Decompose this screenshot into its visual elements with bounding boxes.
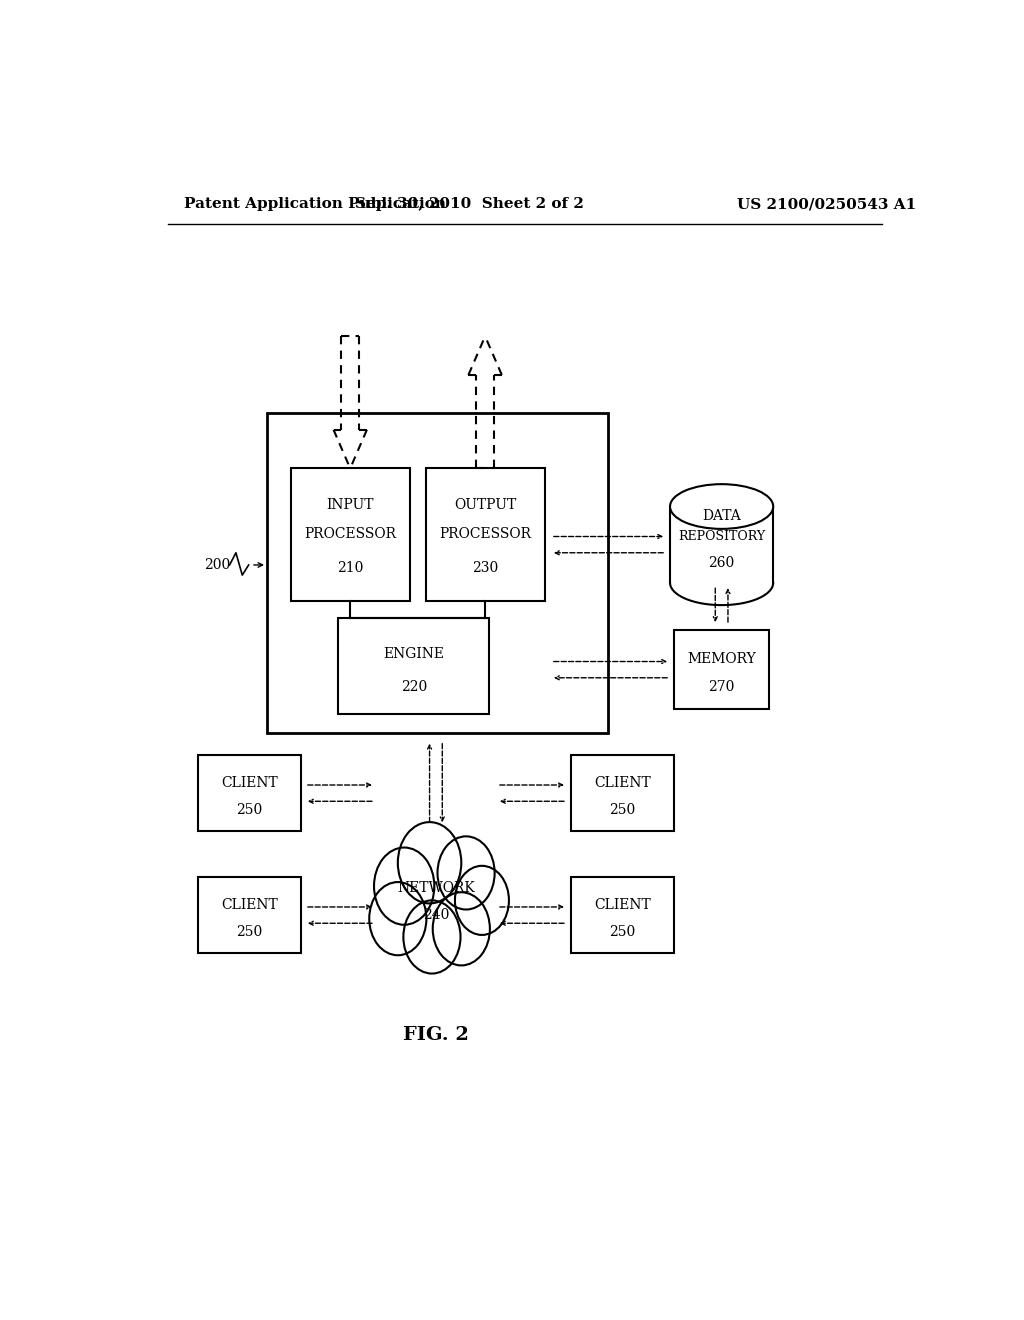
Text: CLIENT: CLIENT: [594, 898, 651, 912]
Text: OUTPUT: OUTPUT: [454, 499, 516, 512]
Text: FIG. 2: FIG. 2: [403, 1026, 469, 1044]
Bar: [267, 413, 608, 733]
Circle shape: [455, 866, 509, 935]
Text: ENGINE: ENGINE: [383, 647, 444, 660]
Text: US 2100/0250543 A1: US 2100/0250543 A1: [736, 197, 916, 211]
Text: 260: 260: [709, 556, 735, 570]
Text: NETWORK: NETWORK: [397, 882, 475, 895]
Text: CLIENT: CLIENT: [221, 776, 278, 791]
Text: PROCESSOR: PROCESSOR: [439, 528, 531, 541]
Text: PROCESSOR: PROCESSOR: [304, 528, 396, 541]
Text: Sep. 30, 2010  Sheet 2 of 2: Sep. 30, 2010 Sheet 2 of 2: [354, 197, 584, 211]
Bar: [570, 876, 674, 953]
Circle shape: [403, 900, 461, 974]
Text: 240: 240: [423, 908, 450, 921]
Text: 250: 250: [609, 925, 636, 939]
Circle shape: [437, 837, 495, 909]
Circle shape: [397, 822, 462, 903]
Text: 270: 270: [709, 680, 735, 694]
Text: 250: 250: [609, 803, 636, 817]
Bar: [291, 469, 410, 601]
Ellipse shape: [670, 484, 773, 529]
Text: Patent Application Publication: Patent Application Publication: [183, 197, 445, 211]
Circle shape: [370, 882, 426, 956]
Bar: [198, 876, 301, 953]
Text: 200: 200: [205, 558, 230, 572]
Text: INPUT: INPUT: [327, 499, 374, 512]
Text: MEMORY: MEMORY: [687, 652, 756, 667]
Text: REPOSITORY: REPOSITORY: [678, 531, 765, 543]
Text: 220: 220: [400, 680, 427, 694]
Circle shape: [374, 847, 434, 925]
Bar: [338, 618, 489, 714]
Text: 210: 210: [337, 561, 364, 574]
Bar: [426, 469, 545, 601]
Text: 230: 230: [472, 561, 499, 574]
Text: DATA: DATA: [702, 510, 741, 523]
Circle shape: [433, 892, 489, 965]
Bar: [570, 755, 674, 832]
Text: CLIENT: CLIENT: [594, 776, 651, 791]
Bar: [670, 507, 773, 582]
Text: CLIENT: CLIENT: [221, 898, 278, 912]
Bar: [674, 630, 769, 709]
Text: 250: 250: [237, 925, 262, 939]
Text: 250: 250: [237, 803, 262, 817]
Bar: [198, 755, 301, 832]
